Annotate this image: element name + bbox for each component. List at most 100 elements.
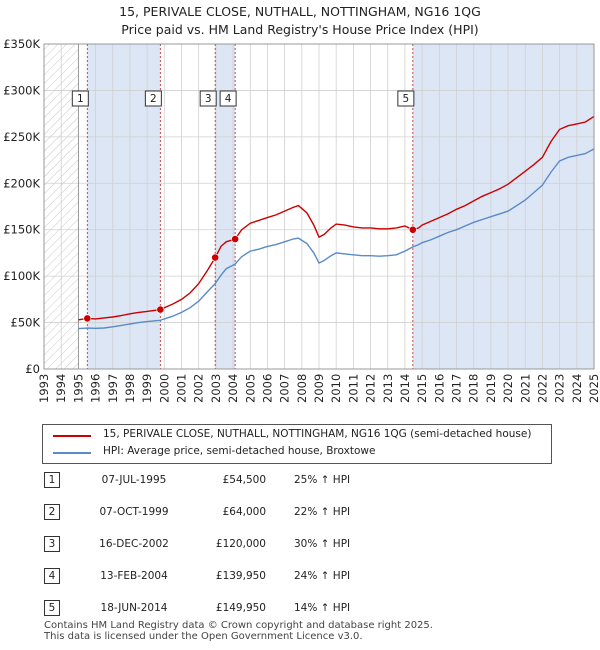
transaction-date: 16-DEC-2002 bbox=[99, 538, 169, 550]
sale-label-text: 3 bbox=[205, 93, 212, 105]
x-tick-label: 2021 bbox=[518, 374, 532, 403]
sale-label-box bbox=[71, 90, 89, 107]
chart-subtitle: Price paid vs. HM Land Registry's House … bbox=[121, 22, 479, 37]
x-tick-label: 2013 bbox=[381, 374, 395, 403]
transaction-date: 07-OCT-1999 bbox=[99, 506, 169, 518]
table-row: 2 07-OCT-1999 £64,000 22% ↑ HPI bbox=[44, 504, 404, 520]
sale-label-box bbox=[219, 90, 237, 107]
x-tick-label: 2018 bbox=[467, 374, 481, 403]
legend: 15, PERIVALE CLOSE, NUTHALL, NOTTINGHAM,… bbox=[42, 424, 552, 464]
sale-label-text: 4 bbox=[225, 93, 232, 105]
sale-label-text: 1 bbox=[77, 93, 84, 105]
transaction-hpi-change: 24% ↑ HPI bbox=[294, 570, 351, 582]
x-tick-label: 2016 bbox=[432, 374, 446, 403]
sale-label-2: 2 bbox=[144, 90, 162, 107]
legend-label-hpi: HPI: Average price, semi-detached house,… bbox=[103, 445, 376, 457]
y-tick-label: £350K bbox=[3, 37, 40, 51]
y-tick-label: £300K bbox=[3, 83, 40, 97]
transaction-date: 18-JUN-2014 bbox=[100, 602, 168, 614]
transaction-number-badge: 4 bbox=[44, 568, 60, 584]
sale-label-text: 5 bbox=[403, 93, 410, 105]
transaction-price: £54,500 bbox=[222, 474, 266, 486]
x-tick-label: 2007 bbox=[278, 374, 292, 403]
x-tick-label: 2023 bbox=[553, 374, 567, 403]
x-tick-label: 1999 bbox=[140, 374, 154, 403]
x-tick-label: 2019 bbox=[484, 374, 498, 403]
x-tick-label: 2012 bbox=[364, 374, 378, 403]
sale-label-1: 1 bbox=[71, 90, 89, 107]
x-tick-label: 2000 bbox=[157, 374, 171, 403]
y-tick-label: £200K bbox=[3, 176, 40, 190]
x-tick-label: 2003 bbox=[209, 374, 223, 403]
transaction-price: £64,000 bbox=[222, 506, 266, 518]
plot-border bbox=[43, 43, 595, 370]
x-tick-label: 1994 bbox=[54, 374, 68, 403]
transaction-number-badge: 2 bbox=[44, 504, 60, 520]
y-tick-label: £50K bbox=[11, 316, 41, 330]
x-tick-label: 2006 bbox=[260, 374, 274, 403]
x-tick-label: 1993 bbox=[37, 374, 51, 403]
x-tick-label: 2015 bbox=[415, 374, 429, 403]
series-line-hpi bbox=[78, 148, 595, 330]
sale-label-4: 4 bbox=[219, 90, 237, 107]
sale-point bbox=[83, 314, 92, 323]
transaction-date: 13-FEB-2004 bbox=[100, 570, 168, 582]
transaction-hpi-change: 22% ↑ HPI bbox=[294, 506, 351, 518]
x-tick-label: 2024 bbox=[570, 374, 584, 403]
ownership-band bbox=[412, 44, 594, 369]
transaction-number-badge: 3 bbox=[44, 536, 60, 552]
transaction-price: £139,950 bbox=[215, 570, 266, 582]
x-tick-label: 2017 bbox=[450, 374, 464, 403]
table-row: 3 16-DEC-2002 £120,000 30% ↑ HPI bbox=[44, 536, 404, 552]
x-tick-label: 1998 bbox=[123, 374, 137, 403]
y-tick-label: £250K bbox=[3, 130, 40, 144]
transaction-hpi-change: 30% ↑ HPI bbox=[294, 538, 351, 550]
transaction-hpi-change: 14% ↑ HPI bbox=[294, 602, 351, 614]
y-tick-label: £0 bbox=[25, 362, 40, 376]
footer-licence: This data is licensed under the Open Gov… bbox=[44, 631, 363, 642]
x-tick-label: 2008 bbox=[295, 374, 309, 403]
x-tick-label: 1996 bbox=[89, 374, 103, 403]
table-row: 5 18-JUN-2014 £149,950 14% ↑ HPI bbox=[44, 600, 404, 616]
x-tick-label: 2002 bbox=[192, 374, 206, 403]
chart-title: 15, PERIVALE CLOSE, NUTHALL, NOTTINGHAM,… bbox=[119, 4, 481, 19]
ownership-band bbox=[215, 44, 236, 369]
legend-swatch-hpi bbox=[53, 452, 91, 454]
x-tick-label: 2020 bbox=[501, 374, 515, 403]
footer-copyright: Contains HM Land Registry data © Crown c… bbox=[44, 620, 433, 631]
x-tick-label: 2011 bbox=[346, 374, 360, 403]
transaction-price: £120,000 bbox=[215, 538, 266, 550]
price-chart: 1 2 3 4 5 £0 £50K £100K £150K £200K £250K £300K £350… bbox=[3, 37, 600, 403]
transaction-date: 07-JUL-1995 bbox=[101, 474, 167, 486]
x-tick-label: 2022 bbox=[535, 374, 549, 403]
x-tick-label: 2025 bbox=[587, 374, 600, 403]
x-tick-label: 2014 bbox=[398, 374, 412, 403]
x-tick-label: 2004 bbox=[226, 374, 240, 403]
sale-point bbox=[408, 225, 417, 234]
sale-label-box bbox=[199, 90, 217, 107]
x-tick-label: 2009 bbox=[312, 374, 326, 403]
x-tick-label: 1995 bbox=[71, 374, 85, 403]
sale-label-box bbox=[397, 90, 415, 107]
sale-label-text: 2 bbox=[150, 93, 157, 105]
transaction-hpi-change: 25% ↑ HPI bbox=[294, 474, 351, 486]
series-line-price-paid bbox=[78, 115, 595, 321]
x-tick-label: 2001 bbox=[175, 374, 189, 403]
sale-label-box bbox=[144, 90, 162, 107]
x-tick-label: 2005 bbox=[243, 374, 257, 403]
table-row: 4 13-FEB-2004 £139,950 24% ↑ HPI bbox=[44, 568, 404, 584]
x-tick-label: 1997 bbox=[106, 374, 120, 403]
sale-point bbox=[156, 305, 165, 314]
transaction-number-badge: 1 bbox=[44, 472, 60, 488]
legend-label-price-paid: 15, PERIVALE CLOSE, NUTHALL, NOTTINGHAM,… bbox=[103, 428, 532, 440]
y-tick-label: £150K bbox=[3, 223, 40, 237]
table-row: 1 07-JUL-1995 £54,500 25% ↑ HPI bbox=[44, 472, 404, 488]
sale-point bbox=[231, 235, 240, 243]
sale-point bbox=[211, 253, 220, 262]
sale-label-5: 5 bbox=[397, 90, 415, 107]
x-tick-label: 2010 bbox=[329, 374, 343, 403]
legend-swatch-price-paid bbox=[53, 435, 91, 437]
sale-label-3: 3 bbox=[199, 90, 217, 107]
transaction-price: £149,950 bbox=[215, 602, 266, 614]
transaction-number-badge: 5 bbox=[44, 600, 60, 616]
